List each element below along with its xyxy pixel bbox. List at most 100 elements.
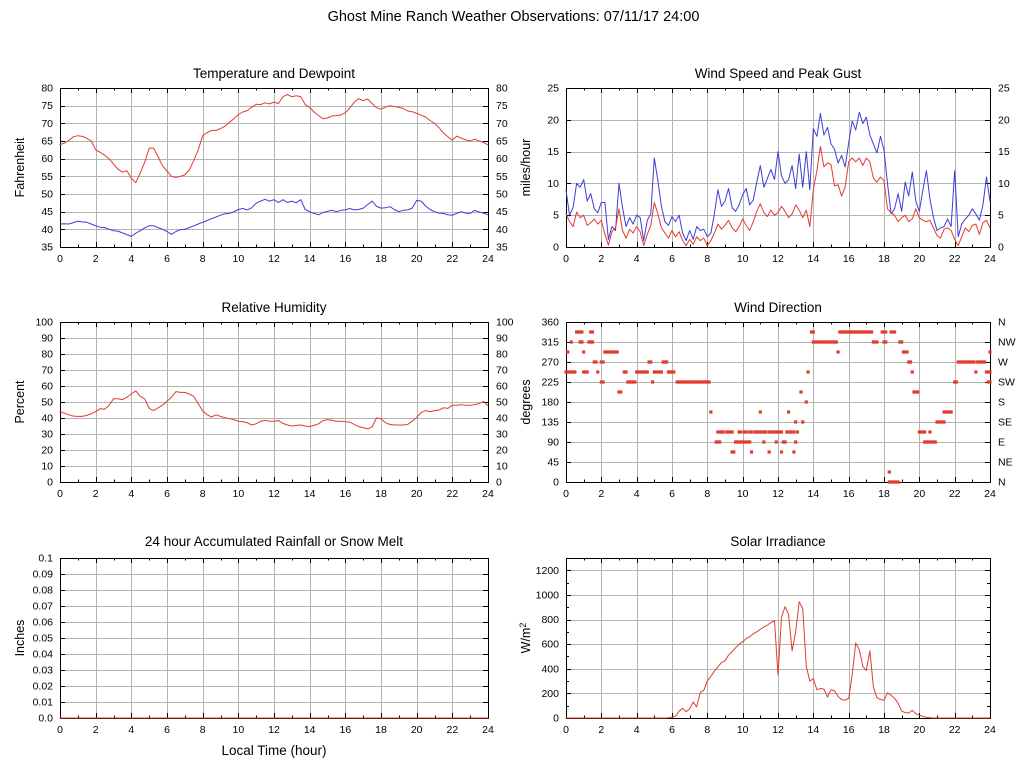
solar-irradiance-plot: 0 2 4 6 8 10 12 14 16 18 20 22 240200400600800100012…	[518, 558, 996, 736]
svg-text:0: 0	[998, 242, 1004, 254]
axis-frame	[566, 322, 991, 483]
svg-text:10: 10	[232, 724, 244, 736]
svg-text:18: 18	[375, 488, 387, 500]
svg-text:200: 200	[541, 688, 559, 700]
svg-text:10: 10	[547, 178, 559, 190]
svg-text:0: 0	[57, 488, 63, 500]
svg-text:W: W	[998, 357, 1008, 369]
dewpoint-line	[59, 198, 489, 237]
gridlines	[60, 322, 488, 482]
svg-text:6: 6	[164, 488, 170, 500]
svg-text:40: 40	[496, 224, 508, 236]
svg-text:16: 16	[339, 724, 351, 736]
svg-text:12: 12	[268, 488, 280, 500]
svg-text:2: 2	[598, 488, 604, 500]
svg-text:70: 70	[41, 365, 53, 377]
chart-title-relative-humidity: Relative Humidity	[221, 300, 327, 315]
axis-frame	[60, 88, 489, 248]
svg-text:2: 2	[598, 253, 604, 265]
svg-text:20: 20	[411, 253, 423, 265]
svg-text:600: 600	[541, 639, 559, 651]
svg-text:10: 10	[232, 253, 244, 265]
svg-text:10: 10	[737, 253, 749, 265]
svg-text:20: 20	[913, 253, 925, 265]
svg-text:24: 24	[984, 488, 996, 500]
gridlines	[566, 558, 990, 718]
svg-text:18: 18	[878, 253, 890, 265]
svg-text:180: 180	[541, 397, 559, 409]
svg-text:6: 6	[164, 724, 170, 736]
svg-text:16: 16	[339, 253, 351, 265]
svg-text:22: 22	[446, 724, 458, 736]
svg-text:60: 60	[41, 153, 53, 165]
svg-text:80: 80	[41, 349, 53, 361]
svg-text:60: 60	[496, 381, 508, 393]
svg-text:1000: 1000	[536, 589, 560, 601]
y-axis-label: Inches	[13, 620, 27, 657]
svg-text:1200: 1200	[536, 565, 560, 577]
svg-text:0: 0	[563, 488, 569, 500]
svg-text:0.08: 0.08	[33, 585, 54, 597]
svg-text:8: 8	[200, 253, 206, 265]
svg-text:NW: NW	[998, 337, 1016, 349]
page-title: Ghost Mine Ranch Weather Observations: 0…	[327, 9, 700, 25]
svg-text:90: 90	[41, 333, 53, 345]
svg-text:10: 10	[737, 724, 749, 736]
solar-irradiance-line	[565, 601, 991, 719]
svg-text:80: 80	[41, 83, 53, 95]
chart-title-rainfall: 24 hour Accumulated Rainfall or Snow Mel…	[144, 534, 404, 549]
svg-text:35: 35	[496, 242, 508, 254]
svg-text:6: 6	[164, 253, 170, 265]
svg-text:12: 12	[268, 724, 280, 736]
svg-text:10: 10	[232, 488, 244, 500]
svg-text:24: 24	[984, 253, 996, 265]
svg-text:40: 40	[41, 413, 53, 425]
svg-text:45: 45	[496, 206, 508, 218]
svg-text:40: 40	[496, 413, 508, 425]
svg-text:0.05: 0.05	[33, 633, 54, 645]
svg-text:6: 6	[669, 724, 675, 736]
svg-text:0: 0	[496, 477, 502, 489]
svg-text:30: 30	[41, 429, 53, 441]
svg-text:8: 8	[704, 488, 710, 500]
svg-text:12: 12	[268, 253, 280, 265]
svg-text:0.06: 0.06	[33, 617, 54, 629]
gridlines	[60, 88, 488, 247]
chart-title-wind-speed-gust: Wind Speed and Peak Gust	[694, 66, 862, 81]
svg-text:400: 400	[541, 663, 559, 675]
svg-text:25: 25	[547, 83, 559, 95]
svg-text:75: 75	[41, 100, 53, 112]
svg-text:0: 0	[553, 242, 559, 254]
svg-text:20: 20	[913, 488, 925, 500]
svg-text:270: 270	[541, 357, 559, 369]
svg-text:16: 16	[843, 724, 855, 736]
temperature-line	[59, 93, 489, 184]
svg-text:2: 2	[93, 488, 99, 500]
svg-text:8: 8	[200, 724, 206, 736]
svg-text:14: 14	[807, 253, 819, 265]
svg-text:22: 22	[446, 488, 458, 500]
svg-text:15: 15	[547, 146, 559, 158]
relative-humidity-line	[59, 390, 489, 430]
svg-text:8: 8	[200, 488, 206, 500]
svg-text:N: N	[998, 317, 1006, 329]
svg-text:90: 90	[496, 333, 508, 345]
wind-direction-points	[564, 330, 992, 484]
svg-text:20: 20	[41, 445, 53, 457]
svg-text:12: 12	[772, 253, 784, 265]
svg-text:0.03: 0.03	[33, 665, 54, 677]
svg-text:20: 20	[913, 724, 925, 736]
svg-text:10: 10	[41, 461, 53, 473]
svg-text:SW: SW	[998, 377, 1015, 389]
svg-text:18: 18	[878, 488, 890, 500]
svg-text:20: 20	[411, 488, 423, 500]
chart-title-temperature-dewpoint: Temperature and Dewpoint	[192, 66, 356, 81]
svg-text:14: 14	[807, 724, 819, 736]
svg-text:35: 35	[41, 242, 53, 254]
svg-text:22: 22	[949, 253, 961, 265]
svg-text:22: 22	[949, 488, 961, 500]
